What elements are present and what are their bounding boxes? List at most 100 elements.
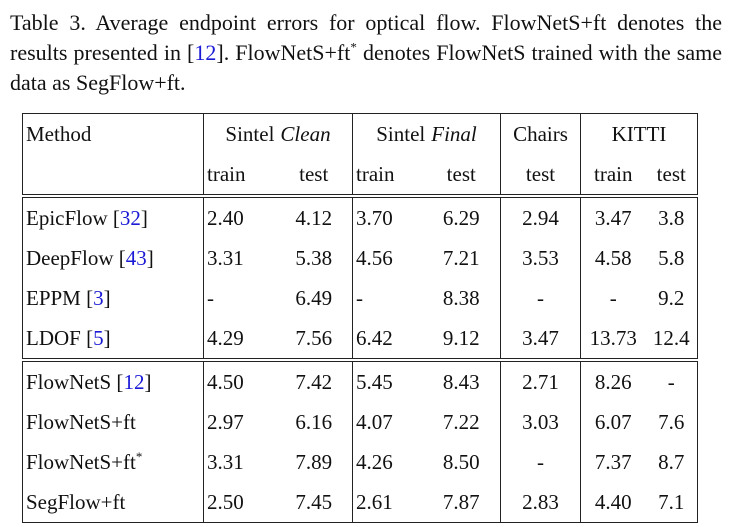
value-cell: 7.89: [275, 442, 353, 482]
value-cell: 5.8: [645, 238, 699, 278]
method-cell: EpicFlow [32]: [22, 194, 204, 238]
data-row: EpicFlow [32] 2.40 4.12 3.70 6.29 2.94 3.47 3.8: [22, 194, 699, 238]
header-text: Chairs: [513, 121, 568, 146]
method-cell: DeepFlow [43]: [22, 238, 204, 278]
data-row: FlowNetS+ft* 3.31 7.89 4.26 8.50-7.37 8.7: [22, 442, 699, 482]
value-cell: 2.61: [352, 482, 423, 523]
value-cell: 6.42: [356, 325, 393, 350]
value-cell: -: [609, 285, 617, 310]
header-row: Method Sintel Clean Sintel Final Chairs KITTI: [22, 113, 699, 154]
value-cell: 4.56: [356, 245, 393, 270]
value-cell: 7.21: [422, 238, 502, 278]
value-cell: 4.58: [594, 245, 632, 270]
subheader-cell: train: [207, 161, 246, 186]
citation[interactable]: 5: [93, 325, 104, 350]
caption: Table 3. Average endpoint errors for opt…: [10, 8, 722, 98]
header-text: Final: [431, 121, 477, 146]
header-text: Sintel: [225, 121, 275, 146]
value-cell: 9.12: [422, 318, 502, 360]
header-text: KITTI: [611, 121, 667, 146]
method-text: ]: [103, 285, 111, 310]
header-text: Sintel: [376, 121, 426, 146]
method-cell: FlowNetS+ft: [22, 402, 204, 442]
value-cell: 3.31: [207, 245, 244, 270]
method-cell: SegFlow+ft: [22, 482, 204, 523]
method-text: ]: [103, 325, 111, 350]
superscript: *: [135, 448, 143, 464]
value-cell: 2.50: [203, 482, 276, 523]
data-row: LDOF [5] 4.29 7.56 6.42 9.12 3.47 13.73 12.4: [22, 318, 699, 360]
superscript: *: [350, 39, 357, 55]
value-cell: 4.07: [356, 409, 393, 434]
citation[interactable]: 12: [123, 369, 145, 394]
method-cell: LDOF [5]: [22, 318, 204, 360]
data-row: DeepFlow [43] 3.31 5.38 4.56 7.21 3.53 4.58 5.8: [22, 238, 699, 278]
citation[interactable]: 32: [119, 205, 141, 230]
citation[interactable]: 43: [125, 245, 147, 270]
method-text: SegFlow+ft: [26, 489, 126, 514]
method-text: DeepFlow [: [26, 245, 126, 270]
value-cell: 12.4: [645, 318, 699, 360]
method-text: LDOF [: [26, 325, 94, 350]
value-cell: 13.73: [589, 325, 637, 350]
value-cell: 8.50: [422, 442, 502, 482]
header-cell: Chairs: [500, 113, 582, 154]
value-cell: 8.38: [422, 278, 502, 318]
value-cell: 2.94: [500, 194, 582, 238]
value-cell: -: [356, 285, 363, 310]
value-cell: 7.45: [275, 482, 353, 523]
method-cell: EPPM [3]: [22, 278, 204, 318]
value-cell: 7.6: [645, 402, 699, 442]
citation[interactable]: 3: [93, 285, 104, 310]
value-cell: 3.53: [500, 238, 582, 278]
subheader-cell: test: [422, 154, 502, 196]
value-cell: 4.12: [275, 194, 353, 238]
subheader-cell: train: [356, 161, 395, 186]
value-cell: -: [500, 442, 582, 482]
method-cell: FlowNetS+ft*: [22, 442, 204, 482]
subheader-cell: train: [594, 161, 633, 186]
method-text: EpicFlow [: [26, 205, 120, 230]
value-cell: 8.26: [580, 358, 646, 402]
value-cell: -: [645, 358, 699, 402]
value-cell: 8.43: [422, 358, 502, 402]
value-cell: 7.22: [422, 402, 502, 442]
value-cell: 5.45: [352, 358, 423, 402]
value-cell: 2.71: [500, 358, 582, 402]
value-cell: 4.50: [203, 358, 276, 402]
value-cell: 3.03: [500, 402, 582, 442]
data-row: FlowNetS [12] 4.50 7.42 5.45 8.43 2.71 8.26-: [22, 358, 699, 402]
header-cell: [22, 154, 204, 196]
method-text: FlowNetS [: [26, 369, 124, 394]
value-cell: 6.49: [275, 278, 353, 318]
citation[interactable]: 12: [194, 40, 217, 65]
value-cell: 7.42: [275, 358, 353, 402]
value-cell: 3.70: [352, 194, 423, 238]
header-cell: Sintel Final: [352, 113, 502, 154]
caption-text: ]. FlowNetS+ft: [216, 40, 351, 65]
value-cell: 2.40: [203, 194, 276, 238]
method-text: ]: [140, 205, 148, 230]
value-cell: 2.97: [207, 409, 244, 434]
value-cell: 7.87: [422, 482, 502, 523]
value-cell: -: [500, 278, 582, 318]
value-cell: 4.26: [356, 449, 393, 474]
value-cell: 6.07: [594, 409, 632, 434]
header-cell: KITTI: [580, 113, 699, 154]
value-cell: 6.16: [275, 402, 353, 442]
subheader-row: train test train test test train test: [22, 154, 699, 196]
value-cell: 7.37: [594, 449, 632, 474]
data-row: FlowNetS+ft 2.97 6.16 4.07 7.22 3.03 6.07 7.6: [22, 402, 699, 442]
subheader-cell: test: [645, 154, 699, 196]
method-text: ]: [144, 369, 152, 394]
subheader-cell: test: [275, 154, 353, 196]
caption-text: Table 3. Average endpoint errors for opt…: [10, 10, 722, 65]
value-cell: 2.83: [500, 482, 582, 523]
header-text: Clean: [280, 121, 331, 146]
caption-text: denotes FlowNetS trained with the same d…: [10, 40, 722, 95]
value-cell: 3.31: [207, 449, 244, 474]
method-text: FlowNetS+ft: [26, 449, 136, 474]
method-cell: FlowNetS [12]: [22, 358, 204, 402]
value-cell: 9.2: [645, 278, 699, 318]
